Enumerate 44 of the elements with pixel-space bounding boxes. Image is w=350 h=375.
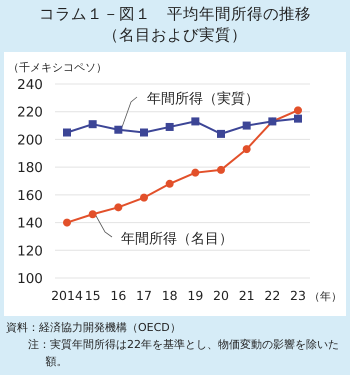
y-axis-title: （千メキシコペソ）	[8, 61, 107, 74]
point	[88, 120, 97, 128]
text: 注：実質年間所得は22年を基準とし、物価変動の影響を除いた額。	[28, 337, 340, 370]
point	[63, 218, 71, 227]
point	[140, 194, 148, 202]
point	[140, 128, 148, 136]
x-tick-label: 2014	[51, 288, 83, 303]
y-tick-label: 100	[17, 271, 43, 287]
point	[191, 168, 200, 177]
x-tick-label: 17	[136, 288, 152, 303]
x-tick-label: 21	[238, 288, 255, 303]
x-tick-label: 16	[110, 288, 126, 303]
y-tick-label: 200	[17, 132, 43, 148]
y-tick-label: 140	[17, 216, 43, 232]
text: 資料：経済協力開発機構（OECD）	[6, 320, 182, 336]
x-tick-label: 19	[187, 288, 204, 303]
point	[242, 122, 251, 130]
point	[294, 106, 302, 114]
point	[114, 126, 122, 134]
y-tick-label: 180	[17, 160, 43, 176]
point	[166, 122, 174, 131]
x-axis-title: （年）	[309, 290, 342, 303]
point	[166, 180, 174, 188]
chart-title: コラム１－図１ 平均年間所得の推移	[38, 4, 312, 25]
x-tick-label: 15	[84, 288, 101, 303]
point	[191, 117, 200, 126]
x-tick-label: 23	[290, 288, 306, 303]
x-tick-label: 22	[264, 288, 280, 303]
y-tick-label: 240	[17, 77, 43, 93]
x-tick-label: 18	[162, 288, 178, 303]
y-tick-label: 160	[17, 188, 43, 204]
point	[217, 166, 225, 174]
series-label: 年間所得（実質）	[147, 91, 259, 107]
y-tick-label: 120	[17, 243, 43, 260]
point	[217, 130, 225, 138]
series-label: 年間所得（名目）	[121, 231, 233, 247]
point	[294, 114, 302, 123]
point	[114, 203, 122, 212]
x-tick-label: 20	[213, 288, 229, 303]
point	[63, 128, 71, 136]
point	[242, 145, 251, 154]
y-tick-label: 220	[17, 104, 43, 121]
chart-subtitle: （名目および実質）	[102, 25, 248, 46]
point	[88, 210, 97, 218]
